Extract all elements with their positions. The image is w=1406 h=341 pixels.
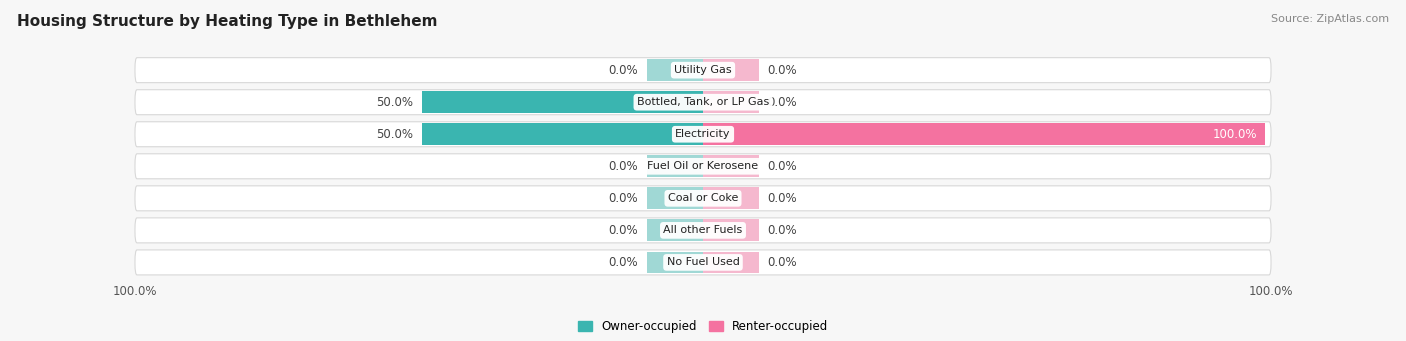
Bar <box>647 188 703 209</box>
Bar <box>703 220 759 241</box>
Bar <box>703 123 1265 145</box>
Text: 0.0%: 0.0% <box>609 64 638 77</box>
Text: 0.0%: 0.0% <box>768 64 797 77</box>
Text: 50.0%: 50.0% <box>377 96 413 109</box>
Legend: Owner-occupied, Renter-occupied: Owner-occupied, Renter-occupied <box>578 320 828 333</box>
Bar <box>647 252 703 273</box>
Bar <box>647 155 703 177</box>
Text: 0.0%: 0.0% <box>609 224 638 237</box>
FancyBboxPatch shape <box>135 186 1271 211</box>
Bar <box>647 59 703 81</box>
Bar <box>703 252 759 273</box>
FancyBboxPatch shape <box>135 122 1271 147</box>
Text: 0.0%: 0.0% <box>768 192 797 205</box>
Text: 0.0%: 0.0% <box>609 192 638 205</box>
Text: 50.0%: 50.0% <box>377 128 413 141</box>
Bar <box>703 188 759 209</box>
Text: 0.0%: 0.0% <box>609 256 638 269</box>
Text: Source: ZipAtlas.com: Source: ZipAtlas.com <box>1271 14 1389 24</box>
FancyBboxPatch shape <box>135 154 1271 179</box>
Text: All other Fuels: All other Fuels <box>664 225 742 235</box>
Bar <box>703 59 759 81</box>
Bar <box>647 220 703 241</box>
Text: Utility Gas: Utility Gas <box>675 65 731 75</box>
FancyBboxPatch shape <box>135 250 1271 275</box>
Text: No Fuel Used: No Fuel Used <box>666 257 740 267</box>
Bar <box>422 123 703 145</box>
FancyBboxPatch shape <box>135 218 1271 243</box>
Text: 100.0%: 100.0% <box>112 285 157 298</box>
Text: 0.0%: 0.0% <box>609 160 638 173</box>
Bar <box>703 91 759 113</box>
Bar <box>703 155 759 177</box>
Text: Housing Structure by Heating Type in Bethlehem: Housing Structure by Heating Type in Bet… <box>17 14 437 29</box>
Bar <box>422 91 703 113</box>
Text: Bottled, Tank, or LP Gas: Bottled, Tank, or LP Gas <box>637 97 769 107</box>
Text: 0.0%: 0.0% <box>768 160 797 173</box>
Text: Coal or Coke: Coal or Coke <box>668 193 738 203</box>
FancyBboxPatch shape <box>135 58 1271 83</box>
Text: 100.0%: 100.0% <box>1212 128 1257 141</box>
FancyBboxPatch shape <box>135 90 1271 115</box>
Text: 0.0%: 0.0% <box>768 256 797 269</box>
Text: 100.0%: 100.0% <box>1249 285 1294 298</box>
Text: 0.0%: 0.0% <box>768 224 797 237</box>
Text: 0.0%: 0.0% <box>768 96 797 109</box>
Text: Fuel Oil or Kerosene: Fuel Oil or Kerosene <box>647 161 759 171</box>
Text: Electricity: Electricity <box>675 129 731 139</box>
